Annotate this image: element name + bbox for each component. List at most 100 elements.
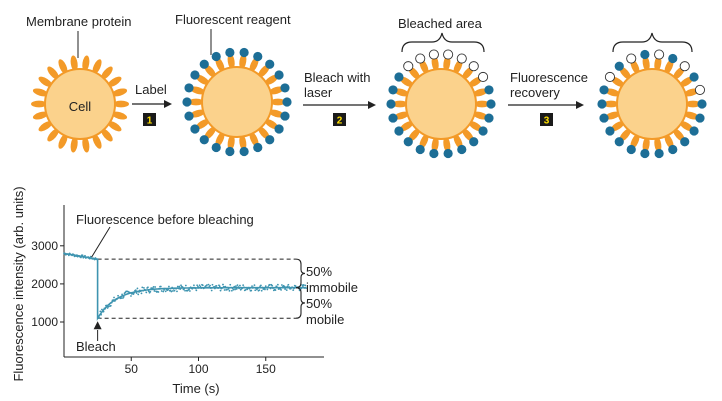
fluorescent-reagent	[484, 85, 494, 95]
fluorescent-reagent	[599, 113, 609, 123]
membrane-protein	[249, 57, 259, 73]
bleached-reagent	[694, 84, 706, 95]
data-point	[140, 292, 143, 295]
data-point	[184, 289, 186, 292]
data-point	[205, 284, 208, 287]
fluorescent-reagent	[282, 97, 292, 107]
data-point	[260, 284, 262, 287]
data-point	[286, 285, 289, 288]
membrane-protein	[462, 128, 474, 142]
data-point	[101, 308, 103, 311]
data-point	[234, 288, 236, 291]
data-point	[284, 288, 287, 291]
data-point	[210, 289, 213, 292]
membrane-protein	[107, 120, 122, 132]
data-point	[219, 289, 222, 292]
data-point	[304, 284, 307, 287]
data-point	[106, 307, 109, 309]
data-point	[196, 284, 199, 287]
bleached-area-brace	[401, 32, 485, 53]
x-ticks: 50 100 150	[125, 357, 276, 376]
data-point	[152, 285, 155, 288]
membrane-protein	[204, 64, 216, 78]
data-point	[228, 289, 231, 292]
data-point	[215, 285, 218, 287]
cell-body	[616, 68, 688, 140]
membrane-protein	[268, 109, 285, 118]
data-point	[113, 296, 115, 299]
data-point	[251, 285, 253, 288]
step-2-number: 2	[337, 116, 343, 127]
data-point	[147, 290, 150, 293]
fluorescent-reagent	[190, 70, 200, 80]
membrane-protein	[683, 111, 700, 120]
data-point	[280, 289, 282, 291]
data-point	[283, 285, 286, 288]
bleached-reagent	[403, 61, 414, 72]
membrane-protein	[195, 118, 210, 130]
data-point	[157, 291, 160, 293]
data-point	[258, 289, 261, 292]
membrane-protein	[92, 59, 102, 75]
bleach-label: Bleach	[76, 339, 116, 354]
membrane-protein	[58, 59, 68, 75]
recovery-fit-curve	[63, 252, 307, 321]
cell-unlabeled	[31, 55, 129, 153]
membrane-protein-label: Membrane protein	[26, 14, 132, 29]
y-axis-label: Fluorescence intensity (arb. units)	[11, 186, 26, 381]
before-bleaching-label: Fluorescence before bleaching	[76, 212, 254, 227]
data-point	[266, 288, 269, 291]
data-point	[268, 283, 271, 286]
membrane-protein	[107, 76, 122, 88]
bleached-reagent	[428, 49, 439, 60]
mobile-label: mobile	[306, 312, 344, 327]
step-1-label: Label	[135, 82, 167, 97]
step-3-label-line-1: Fluorescence	[510, 70, 588, 85]
y-ticks: 1000 2000 3000	[31, 239, 64, 329]
data-point	[130, 295, 132, 297]
fluorescent-reagent	[626, 144, 636, 155]
data-point	[264, 285, 267, 288]
membrane-protein	[664, 59, 674, 75]
data-point	[211, 283, 214, 286]
data-point	[120, 297, 123, 299]
step-1-badge	[143, 113, 156, 126]
membrane-protein	[664, 133, 674, 149]
cells-layer	[31, 47, 707, 159]
data-point	[142, 287, 145, 289]
data-point	[250, 289, 253, 292]
data-point	[302, 284, 305, 286]
fluorescent-reagent	[280, 111, 290, 121]
mobile-percent-label: 50%	[306, 296, 332, 311]
recovery-chart: 1000 2000 3000 50 100 150	[31, 205, 324, 376]
membrane-protein	[685, 100, 701, 108]
data-point	[198, 284, 201, 287]
bleached-reagent	[456, 53, 467, 64]
data-point	[193, 284, 195, 287]
membrane-protein	[642, 55, 650, 72]
membrane-protein	[673, 128, 685, 142]
bleached-reagent	[679, 61, 690, 72]
fluorescent-reagent	[253, 142, 263, 153]
membrane-protein	[239, 53, 247, 70]
fluorescent-reagent	[614, 137, 624, 147]
data-point	[167, 288, 170, 291]
membrane-protein	[188, 98, 204, 106]
fluorescent-reagent	[680, 137, 690, 147]
bleached-reagent	[415, 53, 426, 64]
membrane-protein	[58, 133, 68, 149]
membrane-protein	[679, 76, 694, 88]
data-point	[226, 288, 228, 291]
data-point	[207, 283, 210, 286]
fluorescent-reagent	[469, 137, 479, 147]
membrane-protein	[258, 64, 270, 78]
data-point	[173, 289, 176, 292]
data-point	[160, 290, 163, 292]
membrane-protein	[111, 111, 128, 120]
fluorescent-reagent	[415, 144, 425, 155]
membrane-protein	[431, 136, 439, 153]
membrane-protein	[258, 126, 270, 140]
step-3-arrowhead	[576, 101, 584, 109]
membrane-protein	[47, 66, 59, 80]
membrane-protein	[603, 100, 619, 108]
